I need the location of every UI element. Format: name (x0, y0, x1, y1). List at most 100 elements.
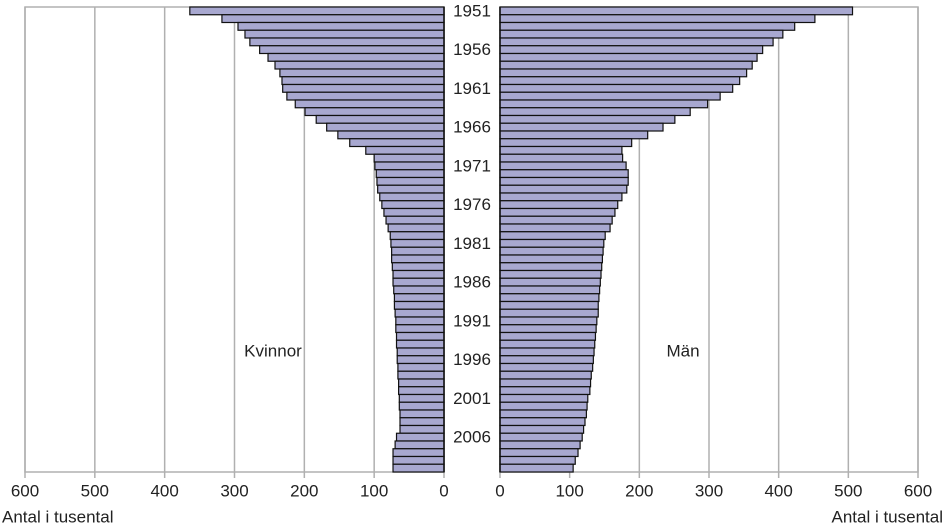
bar (394, 308, 445, 318)
bar (374, 161, 445, 171)
bar (499, 355, 594, 365)
bar (499, 83, 734, 93)
bar (274, 60, 445, 70)
bar (499, 393, 589, 403)
bar (499, 6, 854, 16)
y-tick-label: 1971 (453, 156, 491, 175)
bar (391, 262, 445, 272)
bar (499, 184, 628, 194)
bar (373, 153, 445, 163)
bar (499, 347, 595, 357)
x-axis-label-left: Antal i tusental (2, 507, 114, 526)
bar (397, 370, 445, 380)
bar (499, 223, 611, 233)
x-tick-label: 200 (625, 481, 653, 500)
bar (397, 362, 445, 372)
bar (499, 21, 796, 31)
bar (499, 91, 721, 101)
bar (499, 417, 586, 427)
bar (337, 130, 445, 140)
bar (395, 316, 445, 326)
bar (499, 153, 624, 163)
bar (396, 347, 445, 357)
bar (499, 99, 709, 109)
bar (499, 246, 604, 256)
bar (189, 6, 445, 16)
bar (381, 200, 445, 210)
y-tick-label: 1966 (453, 118, 491, 137)
series-label: Kvinnor (244, 341, 302, 360)
x-tick-label: 500 (834, 481, 862, 500)
bar (499, 409, 587, 419)
bar (396, 355, 445, 365)
bar (398, 378, 445, 388)
x-tick-label: 600 (904, 481, 932, 500)
bar (399, 424, 445, 434)
bar (499, 339, 596, 349)
bar (499, 192, 623, 202)
bar (304, 107, 445, 117)
bar (326, 122, 445, 132)
bar (237, 21, 445, 31)
bar (392, 448, 445, 458)
bar (499, 300, 599, 310)
bar (499, 424, 585, 434)
bar (499, 76, 741, 86)
bar (499, 463, 574, 473)
bar (499, 60, 753, 70)
x-tick-label: 0 (495, 481, 504, 500)
x-tick-label: 100 (555, 481, 583, 500)
bar (391, 246, 445, 256)
bar (365, 145, 445, 155)
bar (392, 463, 445, 473)
bar (294, 99, 445, 109)
bar (499, 14, 816, 24)
bar (499, 238, 605, 248)
bar (376, 176, 445, 186)
bar (394, 440, 445, 450)
bar (392, 277, 445, 287)
x-tick-label: 100 (360, 481, 388, 500)
bar (499, 114, 676, 124)
bar (499, 176, 629, 186)
y-tick-label: 2001 (453, 389, 491, 408)
series-label: Män (666, 341, 699, 360)
bar (395, 324, 445, 334)
x-tick-label: 300 (695, 481, 723, 500)
bar (499, 432, 583, 442)
bar (286, 91, 445, 101)
bar (499, 331, 597, 341)
x-tick-label: 0 (439, 481, 448, 500)
bar (395, 432, 445, 442)
y-tick-label: 1981 (453, 234, 491, 253)
bar (391, 254, 445, 264)
bar (395, 331, 445, 341)
bar (221, 14, 445, 24)
y-tick-label: 1951 (453, 1, 491, 20)
bar (499, 138, 633, 148)
x-tick-label: 500 (81, 481, 109, 500)
bar (398, 386, 445, 396)
x-tick-label: 200 (290, 481, 318, 500)
bar (499, 161, 627, 171)
bar (499, 324, 597, 334)
y-tick-label: 1961 (453, 79, 491, 98)
bar (279, 68, 445, 78)
bar (393, 285, 445, 295)
bar (387, 223, 445, 233)
bar (499, 107, 691, 117)
bar (390, 238, 445, 248)
bar (499, 362, 594, 372)
bar (499, 68, 748, 78)
bar (499, 440, 581, 450)
bar (499, 169, 629, 179)
bar (499, 293, 600, 303)
x-tick-label: 400 (764, 481, 792, 500)
bar (499, 200, 619, 210)
y-tick-label: 1976 (453, 195, 491, 214)
bar (499, 378, 592, 388)
bar (375, 169, 445, 179)
y-tick-label: 2006 (453, 428, 491, 447)
bar (499, 401, 588, 411)
